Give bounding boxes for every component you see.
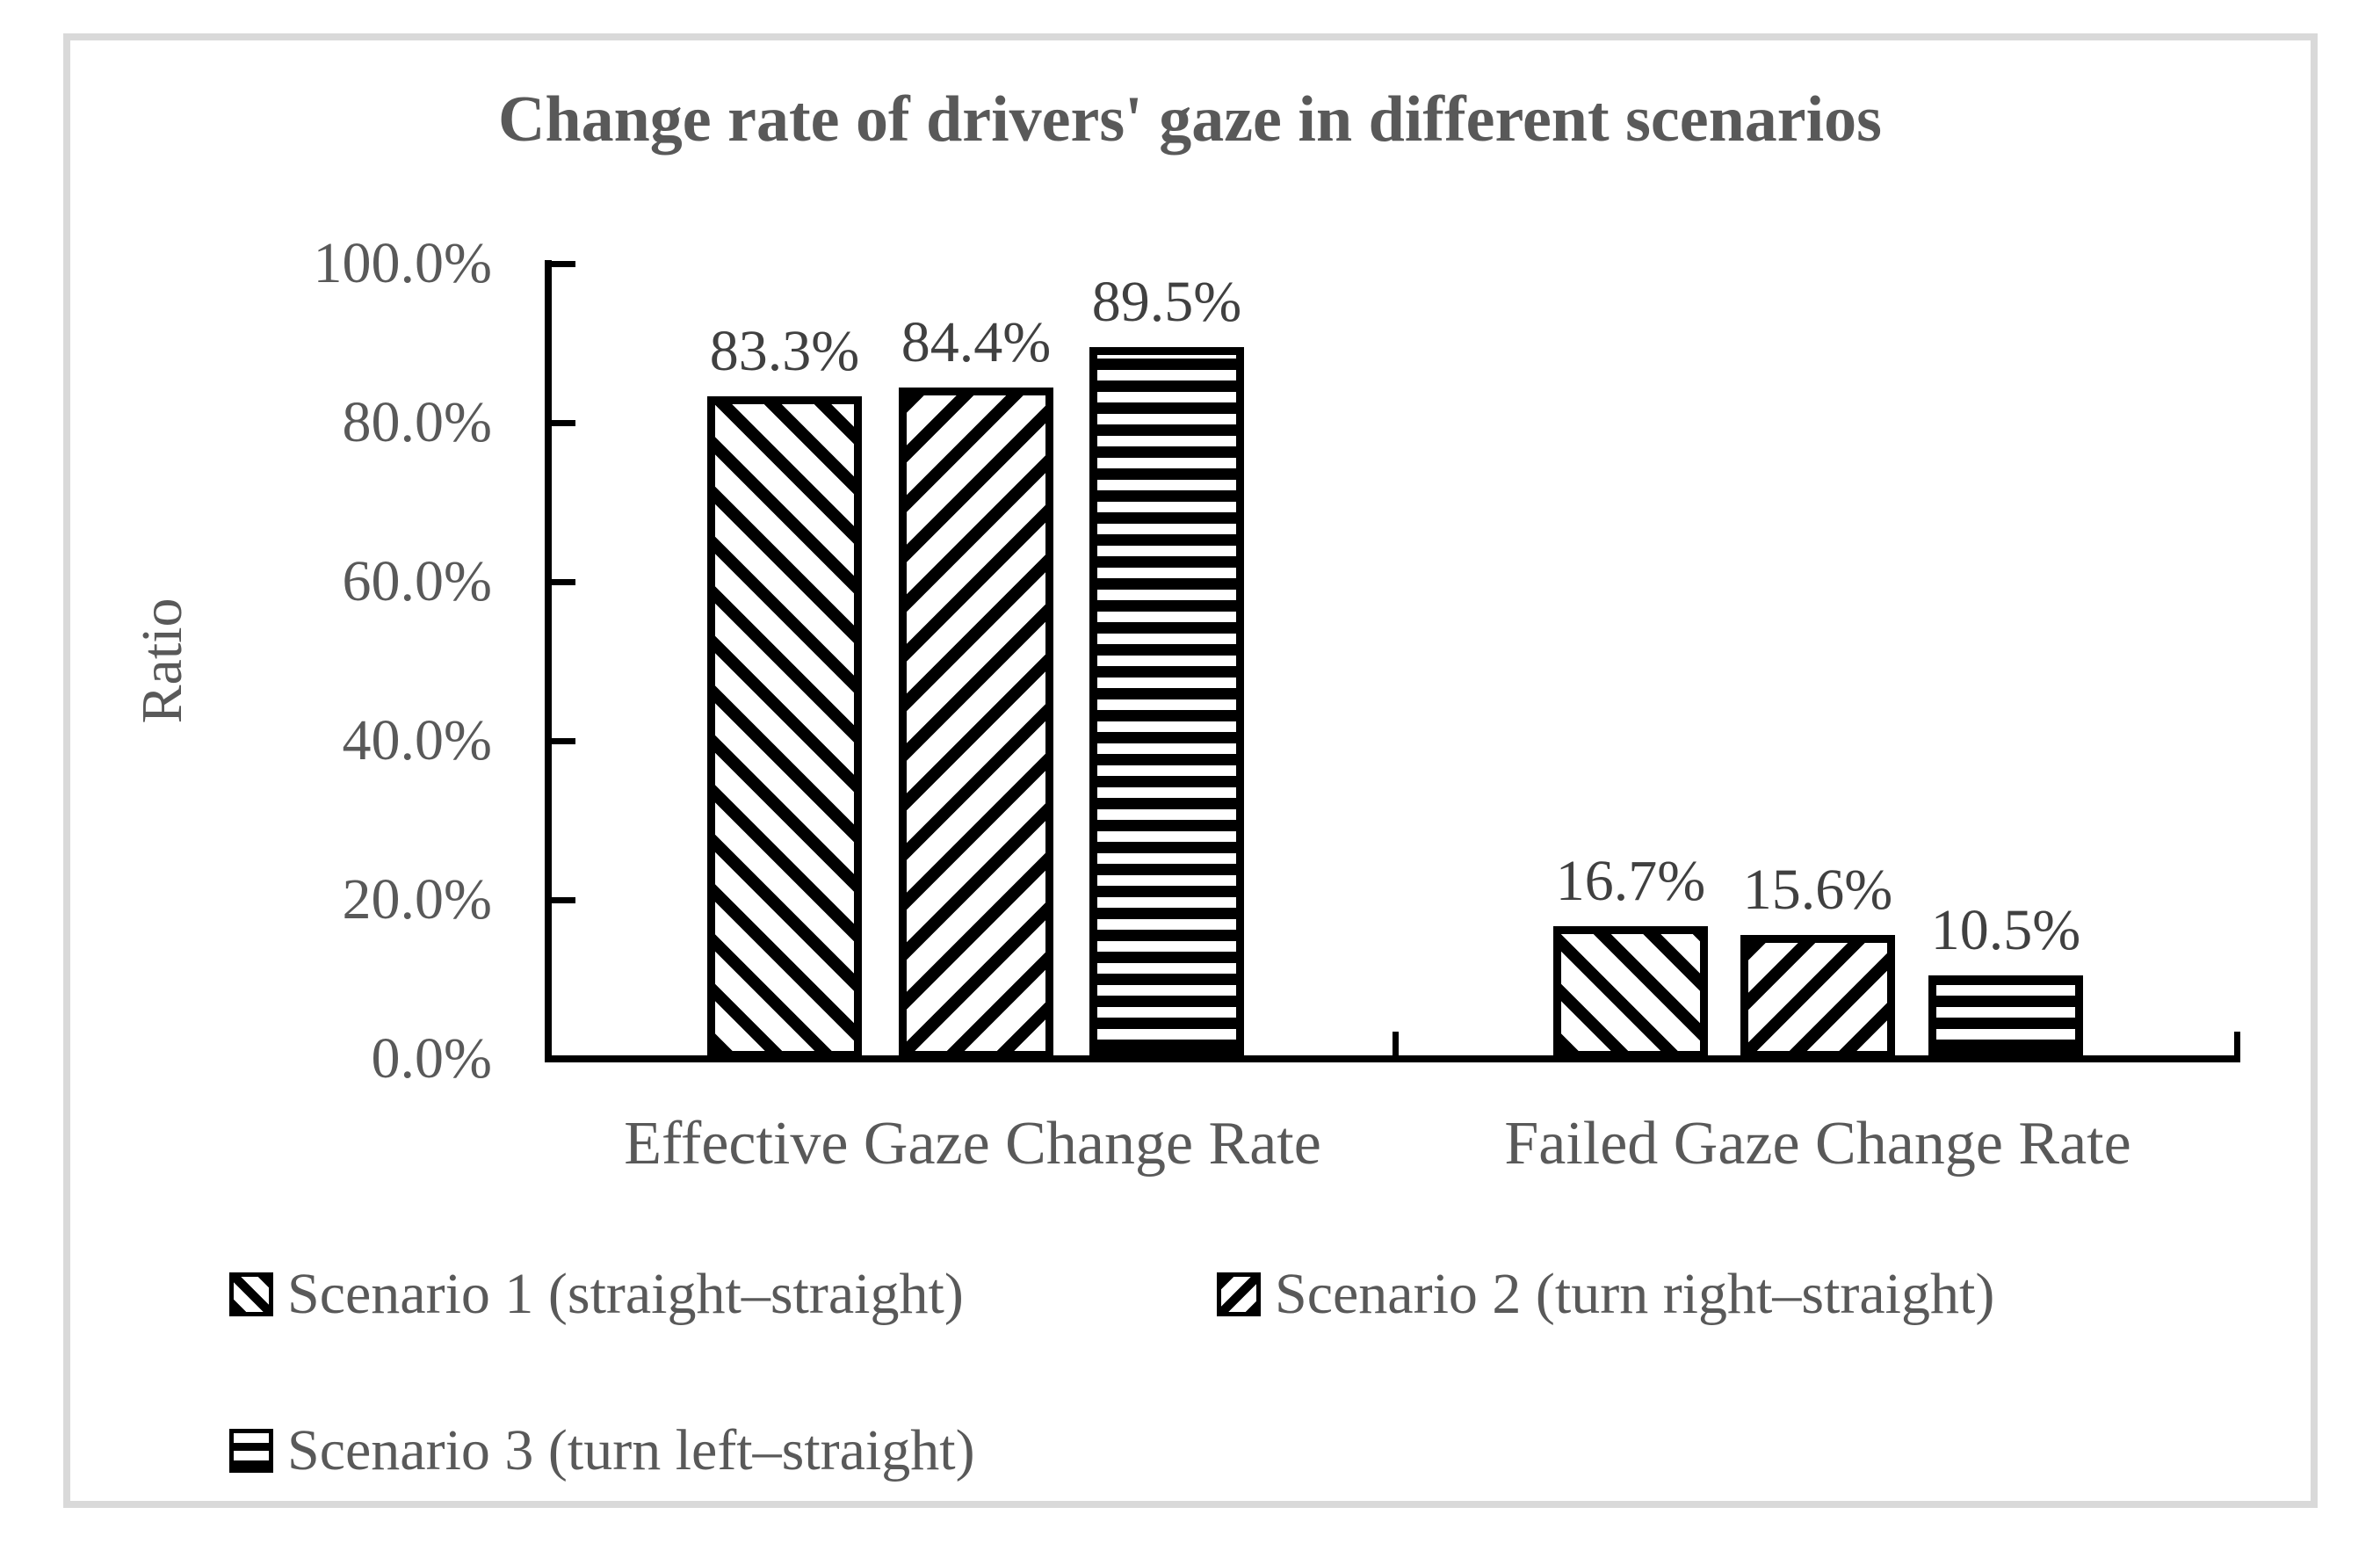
y-axis-line bbox=[545, 260, 552, 1062]
bar-scenario2-effective bbox=[899, 388, 1053, 1059]
x-tick-mark-mid bbox=[1393, 1032, 1399, 1055]
bar-value-label: 10.5% bbox=[1930, 898, 2081, 962]
chart-title: Change rate of drivers' gaze in differen… bbox=[498, 83, 1882, 156]
y-tick-label-80: 80.0% bbox=[342, 390, 492, 454]
legend-marker-scenario-1 bbox=[229, 1272, 273, 1316]
bar-scenario3-failed bbox=[1928, 975, 2083, 1059]
bar-value-label: 16.7% bbox=[1555, 849, 1706, 913]
y-tick-label-60: 60.0% bbox=[342, 549, 492, 613]
legend-marker-scenario-2 bbox=[1217, 1272, 1261, 1316]
bar-scenario3-effective bbox=[1089, 347, 1244, 1059]
x-axis-line bbox=[545, 1055, 2240, 1062]
bar-value-label: 83.3% bbox=[709, 319, 860, 383]
x-category-label-failed: Failed Gaze Change Rate bbox=[1504, 1110, 2131, 1178]
y-tick-mark-20 bbox=[552, 897, 575, 903]
y-tick-mark-60 bbox=[552, 579, 575, 585]
bar-value-label: 89.5% bbox=[1091, 270, 1242, 334]
y-tick-label-20: 20.0% bbox=[342, 867, 492, 931]
bar-scenario2-failed bbox=[1740, 935, 1895, 1059]
y-tick-label-100: 100.0% bbox=[313, 231, 492, 295]
bar-value-label: 15.6% bbox=[1742, 858, 1893, 922]
bar-scenario1-effective bbox=[707, 396, 862, 1059]
legend-label-scenario-2: Scenario 2 (turn right–straight) bbox=[1275, 1262, 1995, 1326]
y-tick-mark-80 bbox=[552, 420, 575, 426]
bar-scenario1-failed bbox=[1553, 926, 1708, 1059]
x-category-label-effective: Effective Gaze Change Rate bbox=[624, 1110, 1321, 1178]
bar-value-label: 84.4% bbox=[901, 310, 1052, 374]
y-tick-label-0: 0.0% bbox=[371, 1026, 492, 1091]
legend-label-scenario-3: Scenario 3 (turn left–straight) bbox=[287, 1418, 975, 1482]
y-tick-label-40: 40.0% bbox=[342, 708, 492, 772]
y-tick-mark-40 bbox=[552, 738, 575, 744]
x-tick-mark-end bbox=[2234, 1032, 2240, 1055]
legend-label-scenario-1: Scenario 1 (straight–straight) bbox=[287, 1262, 964, 1326]
y-tick-mark-100 bbox=[552, 261, 575, 267]
legend-marker-scenario-3 bbox=[229, 1429, 273, 1473]
